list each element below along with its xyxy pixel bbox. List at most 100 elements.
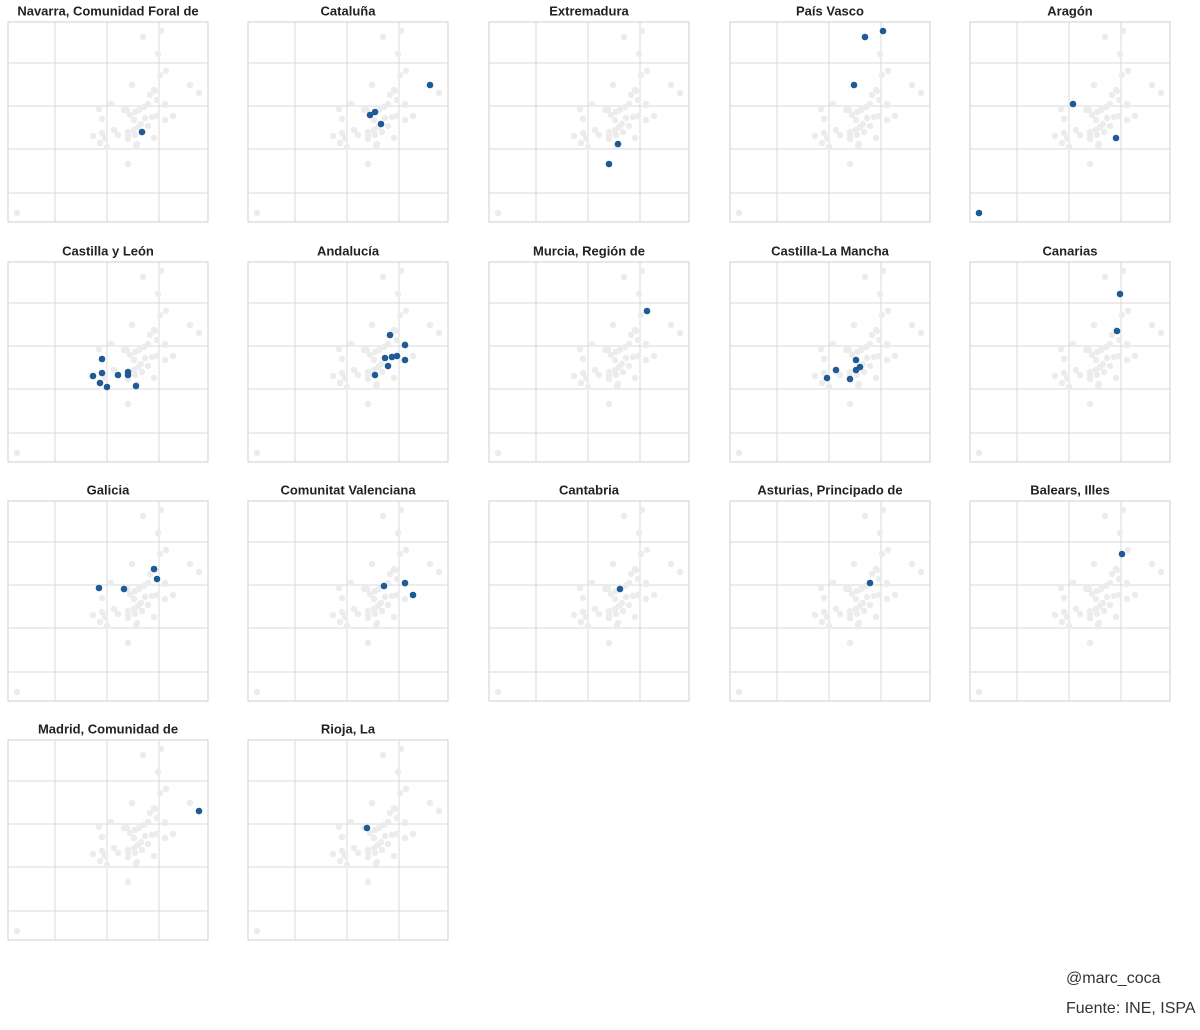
highlight-point	[850, 81, 858, 89]
background-point	[876, 50, 884, 58]
background-point	[135, 585, 143, 593]
panel-frame	[7, 21, 209, 223]
background-point	[146, 809, 154, 817]
background-point	[384, 818, 392, 826]
background-point	[494, 688, 502, 696]
background-point	[1076, 131, 1084, 139]
background-point	[1106, 579, 1114, 587]
highlight-point	[114, 371, 122, 379]
background-point	[396, 789, 404, 797]
background-point	[870, 113, 878, 121]
background-point	[150, 86, 158, 94]
background-point	[161, 116, 169, 124]
background-point	[409, 112, 417, 120]
background-point	[148, 592, 156, 600]
panel-title: Balears, Illes	[1030, 482, 1110, 497]
background-point	[605, 614, 613, 622]
background-point	[128, 321, 136, 329]
background-point	[131, 131, 139, 139]
background-point	[338, 833, 346, 841]
background-point	[156, 550, 164, 558]
background-point	[863, 354, 871, 362]
background-point	[335, 823, 343, 831]
background-point	[1051, 611, 1059, 619]
background-point	[139, 33, 147, 41]
background-point	[335, 345, 343, 353]
background-point	[642, 579, 650, 587]
background-point	[186, 321, 194, 329]
panel-title: Canarias	[1043, 243, 1098, 258]
background-point	[627, 331, 635, 339]
background-point	[854, 621, 862, 629]
background-point	[1131, 112, 1139, 120]
background-point	[150, 852, 158, 860]
background-point	[818, 618, 826, 626]
background-point	[1110, 353, 1118, 361]
background-point	[350, 126, 358, 134]
background-point	[845, 346, 853, 354]
background-point	[829, 100, 837, 108]
background-point	[1072, 366, 1080, 374]
highlight-point	[832, 366, 840, 374]
background-point	[883, 100, 891, 108]
panel-frame	[488, 21, 690, 223]
background-point	[1101, 512, 1109, 520]
background-point	[95, 345, 103, 353]
background-point	[114, 131, 122, 139]
background-point	[857, 585, 865, 593]
background-point	[582, 134, 590, 142]
panel-frame	[7, 261, 209, 463]
background-point	[338, 369, 346, 377]
background-point	[579, 594, 587, 602]
background-point	[139, 273, 147, 281]
background-point	[627, 570, 635, 578]
background-point	[643, 67, 651, 75]
background-point	[1063, 374, 1071, 382]
highlight-point	[401, 356, 409, 364]
background-point	[576, 584, 584, 592]
background-point	[1094, 142, 1102, 150]
background-point	[620, 273, 628, 281]
background-point	[570, 611, 578, 619]
background-point	[570, 372, 578, 380]
highlight-point	[852, 366, 860, 374]
background-point	[591, 366, 599, 374]
background-point	[595, 371, 603, 379]
background-point	[131, 371, 139, 379]
background-point	[393, 112, 401, 120]
background-point	[1069, 340, 1077, 348]
background-point	[384, 840, 392, 848]
background-point	[146, 91, 154, 99]
background-point	[354, 131, 362, 139]
background-point	[637, 311, 645, 319]
background-point	[341, 134, 349, 142]
background-point	[153, 830, 161, 838]
background-point	[101, 852, 109, 860]
background-point	[579, 369, 587, 377]
background-point	[866, 362, 874, 370]
background-point	[195, 329, 203, 337]
background-point	[371, 610, 379, 618]
background-point	[582, 374, 590, 382]
background-point	[141, 114, 149, 122]
background-point	[1123, 356, 1131, 364]
background-point	[435, 807, 443, 815]
background-point	[1094, 382, 1102, 390]
background-point	[878, 71, 886, 79]
background-point	[1119, 27, 1127, 35]
background-point	[676, 89, 684, 97]
background-point	[820, 115, 828, 123]
background-point	[123, 106, 131, 114]
background-point	[186, 799, 194, 807]
highlight-point	[363, 824, 371, 832]
background-point	[394, 290, 402, 298]
background-point	[1131, 591, 1139, 599]
background-point	[1092, 356, 1100, 364]
background-point	[1124, 307, 1132, 315]
background-point	[579, 115, 587, 123]
background-point	[1100, 368, 1108, 376]
background-point	[186, 560, 194, 568]
background-point	[975, 449, 983, 457]
highlight-point	[371, 108, 379, 116]
panel-frame	[7, 500, 209, 702]
